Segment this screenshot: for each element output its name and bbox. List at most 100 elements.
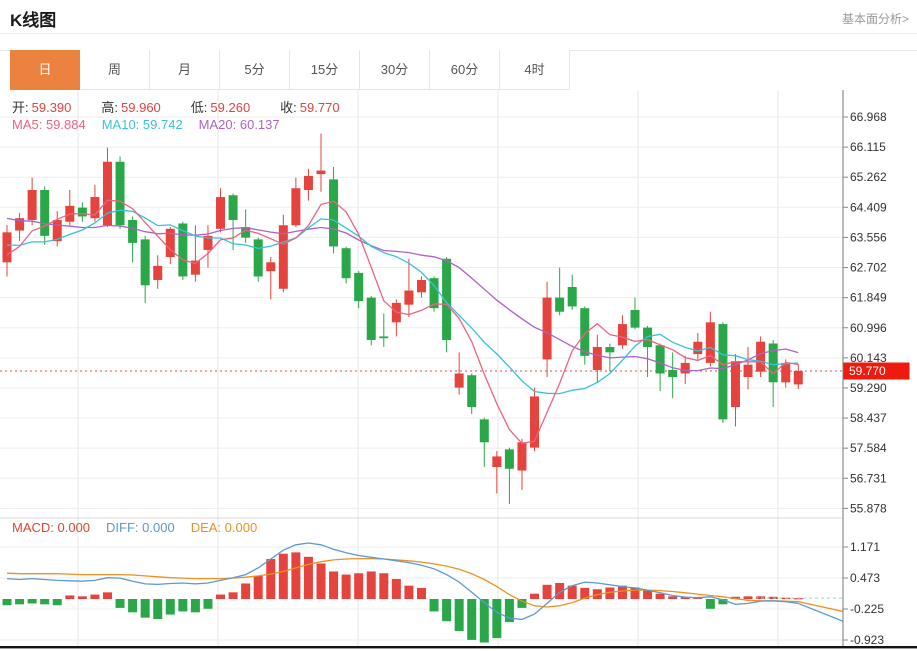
macd-bar [643,590,653,600]
macd-bar [718,599,728,605]
period-tab-6[interactable]: 60分 [430,50,500,90]
candle[interactable] [228,195,238,220]
candle[interactable] [567,287,577,307]
candle[interactable] [781,362,791,383]
period-tab-1[interactable]: 周 [80,50,150,90]
macd-bar [216,594,226,600]
candle[interactable] [278,225,288,289]
candle[interactable] [404,290,414,305]
fundamental-analysis-link[interactable]: 基本面分析> [841,12,909,26]
header-divider [0,33,917,34]
candle[interactable] [467,375,477,408]
candle[interactable] [266,262,276,272]
candle[interactable] [40,189,50,236]
candle[interactable] [303,175,313,190]
period-tab-3[interactable]: 5分 [220,50,290,90]
axis-tick-label: 57.584 [850,441,887,455]
candle[interactable] [203,235,213,250]
candle[interactable] [743,364,753,378]
candle[interactable] [504,449,514,469]
candle[interactable] [416,279,426,293]
candle[interactable] [730,361,740,408]
candle[interactable] [140,239,150,286]
candle[interactable] [705,322,715,363]
candle[interactable] [768,343,778,383]
macd-legend-item: DIFF: 0.000 [106,520,175,535]
candle[interactable] [366,297,376,340]
candle[interactable] [429,278,439,309]
candle[interactable] [517,442,527,471]
macd-bar [303,556,313,600]
candle[interactable] [605,347,615,353]
candle[interactable] [630,309,640,328]
period-tab-4[interactable]: 15分 [290,50,360,90]
candle[interactable] [128,219,138,243]
macd-bar [253,575,263,600]
candle[interactable] [530,396,540,448]
macd-bar [65,595,75,600]
candle[interactable] [253,239,263,277]
candle[interactable] [354,272,364,302]
candle[interactable] [479,419,489,443]
period-tab-2[interactable]: 月 [150,50,220,90]
candle[interactable] [442,258,452,340]
candle[interactable] [27,189,37,220]
kline-chart[interactable]: 66.968 66.115 65.262 64.409 63.556 62.702 61.8… [0,90,917,651]
candle[interactable] [329,179,339,247]
candle[interactable] [316,170,326,175]
candle[interactable] [341,248,351,279]
candle[interactable] [680,362,690,374]
candle[interactable] [178,223,188,277]
candle[interactable] [165,228,175,258]
macd-bar [40,599,50,605]
candle[interactable] [693,341,703,355]
candle[interactable] [756,341,766,372]
macd-bar [102,592,112,600]
candle[interactable] [241,227,251,238]
macd-bar [341,574,351,600]
axis-tick-label: 58.437 [850,411,887,425]
candle[interactable] [115,161,125,226]
macd-bar [140,599,150,618]
candles-layer [2,133,803,505]
macd-legend-item: DEA: 0.000 [190,520,258,535]
macd-hist-layer [2,552,803,643]
candle[interactable] [216,197,226,229]
candle[interactable] [592,347,602,370]
candle[interactable] [77,207,87,217]
macd-bar [153,599,163,619]
period-tab-0[interactable]: 日 [10,50,80,90]
candle[interactable] [555,297,565,312]
candle[interactable] [655,345,665,374]
candle[interactable] [617,324,627,346]
axis-tick-label: -0.225 [850,602,884,616]
candle[interactable] [718,324,728,420]
candle[interactable] [2,232,12,263]
candle[interactable] [153,265,163,280]
candle[interactable] [15,218,25,231]
period-tab-7[interactable]: 4时 [500,50,570,90]
macd-bar [442,599,452,622]
candle[interactable] [190,260,200,275]
candle[interactable] [580,308,590,356]
macd-bar [241,583,251,600]
candle[interactable] [454,373,464,388]
candle[interactable] [291,188,301,226]
candle[interactable] [668,369,678,378]
axis-tick-label: 61.849 [850,291,887,305]
candle[interactable] [90,197,100,219]
period-tab-5[interactable]: 30分 [360,50,430,90]
candle[interactable] [102,161,112,226]
ohlc-item: 收: 59.770 [280,100,340,115]
candle[interactable] [492,456,502,468]
page-title: K线图 [10,11,57,30]
ma-legend-bar: MA5: 59.884 MA10: 59.742 MA20: 60.137 [12,117,296,132]
macd-bar [404,585,414,600]
candle[interactable] [542,297,552,360]
ohlc-item: 高: 59.960 [101,100,161,115]
candle[interactable] [379,336,389,339]
macd-bar [379,573,389,600]
candle[interactable] [793,371,803,385]
candle[interactable] [52,219,62,242]
macd-bar [27,599,37,604]
